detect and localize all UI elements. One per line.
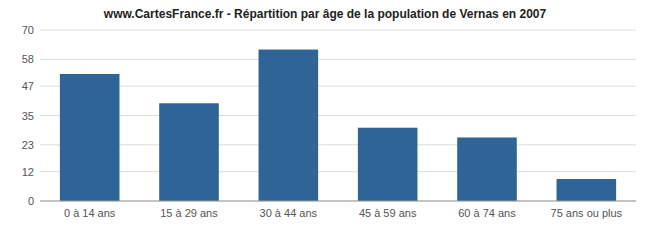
y-tick-label: 0 <box>28 195 34 207</box>
grid-line <box>40 144 636 145</box>
bars <box>60 50 616 201</box>
y-axis: 0 12 23 35 47 58 70 <box>22 24 636 207</box>
grid-line <box>40 86 636 87</box>
chart-container: www.CartesFrance.fr - Répartition par âg… <box>0 0 650 229</box>
x-tick-label: 75 ans ou plus <box>551 207 623 219</box>
grid-line <box>40 171 636 172</box>
x-axis-line <box>40 201 636 202</box>
bar <box>259 50 319 201</box>
bar <box>358 128 418 201</box>
grid-line <box>40 201 636 202</box>
x-tick-label: 0 à 14 ans <box>64 207 116 219</box>
y-tick-label: 47 <box>22 80 34 92</box>
bar <box>159 103 219 201</box>
y-tick-label: 70 <box>22 24 34 36</box>
grid-line <box>40 30 636 31</box>
y-tick-label: 58 <box>22 53 34 65</box>
x-tick-label: 45 à 59 ans <box>359 207 417 219</box>
x-axis: 0 à 14 ans 15 à 29 ans 30 à 44 ans 45 à 59 … <box>40 201 636 219</box>
x-tick-label: 60 à 74 ans <box>458 207 516 219</box>
y-tick-label: 12 <box>22 166 34 178</box>
grid-line <box>40 59 636 60</box>
bar <box>557 179 617 201</box>
title: www.CartesFrance.fr - Répartition par âg… <box>103 7 547 21</box>
grid-line <box>40 115 636 116</box>
x-tick-label: 30 à 44 ans <box>260 207 318 219</box>
x-tick-label: 15 à 29 ans <box>160 207 218 219</box>
y-tick-label: 23 <box>22 139 34 151</box>
chart-svg: www.CartesFrance.fr - Répartition par âg… <box>0 0 650 229</box>
bar <box>457 137 517 201</box>
bar <box>60 74 120 201</box>
y-tick-label: 35 <box>22 110 34 122</box>
